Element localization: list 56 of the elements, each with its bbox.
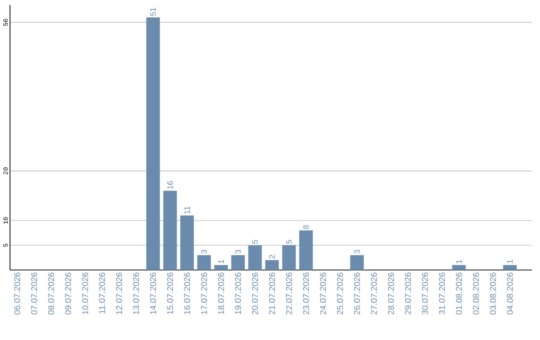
x-tick-label: 18.07.2026: [218, 272, 224, 314]
x-tick-label: 03.08.2026: [490, 272, 496, 314]
x-tick-label: 11.07.2026: [99, 272, 106, 314]
x-tick-label: 06.07.2026: [14, 272, 20, 314]
x-tick-label: 14.07.2026: [150, 272, 156, 314]
data-label: 8: [303, 225, 309, 229]
bar: [452, 265, 466, 270]
x-tick-label: 08.07.2026: [48, 272, 54, 314]
x-tick-label: 28.07.2026: [388, 272, 394, 314]
x-tick-label: 30.07.2026: [422, 272, 428, 314]
bar: [197, 255, 211, 270]
bar: [503, 265, 517, 270]
x-tick-label: 26.07.2026: [354, 272, 360, 314]
x-tick-label: 27.07.2026: [370, 272, 377, 314]
data-label: 5: [252, 240, 258, 244]
x-tick-label: 16.07.2026: [184, 272, 190, 314]
data-label: 11: [184, 206, 190, 214]
x-tick-label: 29.07.2026: [404, 272, 411, 314]
bar: [350, 255, 364, 270]
bar: [299, 230, 313, 270]
data-label: 3: [235, 250, 241, 254]
bar: [180, 216, 194, 270]
bar: [146, 17, 160, 270]
data-label: 16: [167, 181, 173, 189]
x-tick-label: 07.07.2026: [31, 272, 38, 314]
x-tick-label: 13.07.2026: [133, 272, 140, 314]
bar: [265, 260, 279, 270]
bar: [231, 255, 245, 270]
x-tick-label: 02.08.2026: [472, 272, 479, 314]
x-tick-label: 04.08.2026: [506, 272, 513, 314]
bar: [248, 245, 262, 270]
x-tick-label: 12.07.2026: [116, 272, 122, 314]
x-tick-label: 25.07.2026: [336, 272, 343, 314]
x-tick-label: 10.07.2026: [82, 272, 88, 314]
bar: [163, 190, 177, 270]
x-tick-label: 31.07.2026: [438, 272, 445, 314]
bar: [214, 265, 228, 270]
x-tick-label: 15.07.2026: [167, 272, 174, 314]
data-label: 2: [269, 254, 275, 258]
data-label: 3: [201, 250, 207, 254]
x-tick-label: 23.07.2026: [303, 272, 310, 314]
x-tick-label: 22.07.2026: [286, 272, 292, 314]
data-label: 3: [354, 250, 360, 254]
data-label: 1: [507, 260, 513, 264]
x-tick-label: 01.08.2026: [456, 272, 462, 314]
data-label: 1: [218, 260, 224, 264]
x-tick-label: 09.07.2026: [65, 272, 72, 314]
x-tick-label: 24.07.2026: [320, 272, 326, 314]
data-label: 51: [150, 8, 156, 16]
bar: [282, 245, 296, 270]
x-tick-label: 20.07.2026: [252, 272, 258, 314]
x-tick-label: 19.07.2026: [235, 272, 242, 314]
data-label: 5: [286, 240, 292, 244]
x-tick-label: 17.07.2026: [201, 272, 208, 314]
x-tick-label: 21.07.2026: [269, 272, 276, 314]
data-label: 1: [456, 260, 462, 264]
